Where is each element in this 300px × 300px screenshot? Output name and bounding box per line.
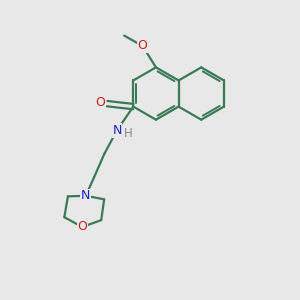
- Text: N: N: [81, 189, 90, 202]
- Text: H: H: [124, 128, 133, 140]
- Text: O: O: [77, 220, 87, 233]
- Text: O: O: [138, 40, 148, 52]
- Text: O: O: [96, 96, 106, 109]
- Text: N: N: [81, 189, 90, 202]
- Text: N: N: [112, 124, 122, 137]
- Text: H: H: [124, 128, 133, 140]
- Text: N: N: [112, 124, 122, 137]
- Text: O: O: [138, 40, 148, 52]
- Text: O: O: [96, 96, 106, 109]
